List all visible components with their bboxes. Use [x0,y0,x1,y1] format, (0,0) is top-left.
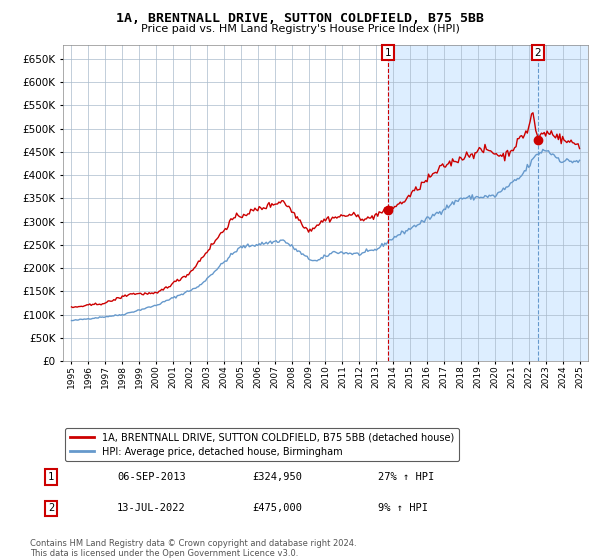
Text: 27% ↑ HPI: 27% ↑ HPI [378,472,434,482]
Text: £324,950: £324,950 [252,472,302,482]
Text: 06-SEP-2013: 06-SEP-2013 [117,472,186,482]
Text: 1: 1 [385,48,391,58]
Text: 1A, BRENTNALL DRIVE, SUTTON COLDFIELD, B75 5BB: 1A, BRENTNALL DRIVE, SUTTON COLDFIELD, B… [116,12,484,25]
Text: 2: 2 [48,503,54,514]
Text: 13-JUL-2022: 13-JUL-2022 [117,503,186,514]
Legend: 1A, BRENTNALL DRIVE, SUTTON COLDFIELD, B75 5BB (detached house), HPI: Average pr: 1A, BRENTNALL DRIVE, SUTTON COLDFIELD, B… [65,428,459,461]
Text: Price paid vs. HM Land Registry's House Price Index (HPI): Price paid vs. HM Land Registry's House … [140,24,460,34]
Text: £475,000: £475,000 [252,503,302,514]
Text: 9% ↑ HPI: 9% ↑ HPI [378,503,428,514]
Text: 1: 1 [48,472,54,482]
Bar [388,45,588,361]
Text: Contains HM Land Registry data © Crown copyright and database right 2024.
This d: Contains HM Land Registry data © Crown c… [30,539,356,558]
Text: 2: 2 [535,48,541,58]
